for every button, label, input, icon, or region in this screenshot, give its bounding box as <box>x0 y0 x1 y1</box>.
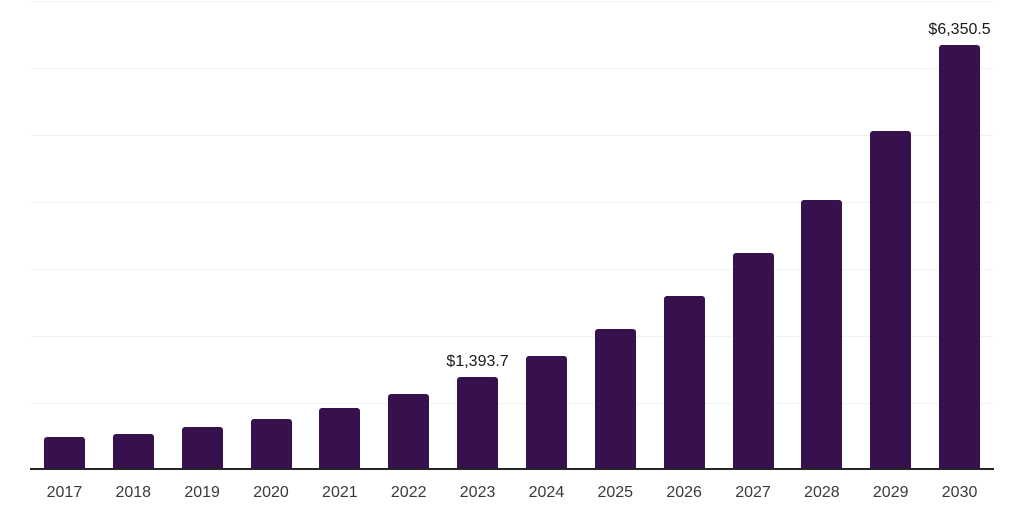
data-label-2023: $1,393.7 <box>446 352 509 370</box>
x-tick-2021: 2021 <box>322 484 358 501</box>
bar-2020 <box>250 418 292 470</box>
x-tick-2028: 2028 <box>804 484 840 501</box>
gridline-3000 <box>30 269 994 270</box>
data-label-2030: $6,350.5 <box>928 20 991 38</box>
bar-2017 <box>43 437 85 470</box>
x-tick-2030: 2030 <box>941 484 978 501</box>
x-tick-2017: 2017 <box>46 484 83 501</box>
x-tick-2018: 2018 <box>115 484 152 501</box>
bar-2025 <box>594 329 636 470</box>
bar-2024 <box>525 356 567 470</box>
x-tick-2024: 2024 <box>528 484 565 501</box>
x-tick-2027: 2027 <box>735 484 771 501</box>
x-tick-2019: 2019 <box>184 484 220 501</box>
bar-2028 <box>801 199 843 470</box>
bar-2018 <box>112 433 154 470</box>
x-tick-2029: 2029 <box>872 484 909 501</box>
x-tick-2022: 2022 <box>390 484 427 501</box>
gridline-4000 <box>30 202 994 203</box>
bar-2022 <box>388 393 430 470</box>
bar-2030 <box>939 44 981 470</box>
x-tick-2026: 2026 <box>666 484 702 501</box>
bar-2023 <box>457 376 499 470</box>
x-tick-2025: 2025 <box>597 484 634 501</box>
bar-2019 <box>181 427 223 470</box>
gridline-7000 <box>30 1 994 2</box>
gridline-2000 <box>30 336 994 337</box>
x-tick-2020: 2020 <box>253 484 289 501</box>
x-axis-line <box>30 468 994 470</box>
gridline-1000 <box>30 403 994 404</box>
gridline-5000 <box>30 135 994 136</box>
gridline-6000 <box>30 68 994 69</box>
bar-2026 <box>663 295 705 470</box>
x-tick-2023: 2023 <box>459 484 496 501</box>
bar-2029 <box>870 130 912 470</box>
bar-2027 <box>732 252 774 470</box>
bar-2021 <box>319 408 361 470</box>
